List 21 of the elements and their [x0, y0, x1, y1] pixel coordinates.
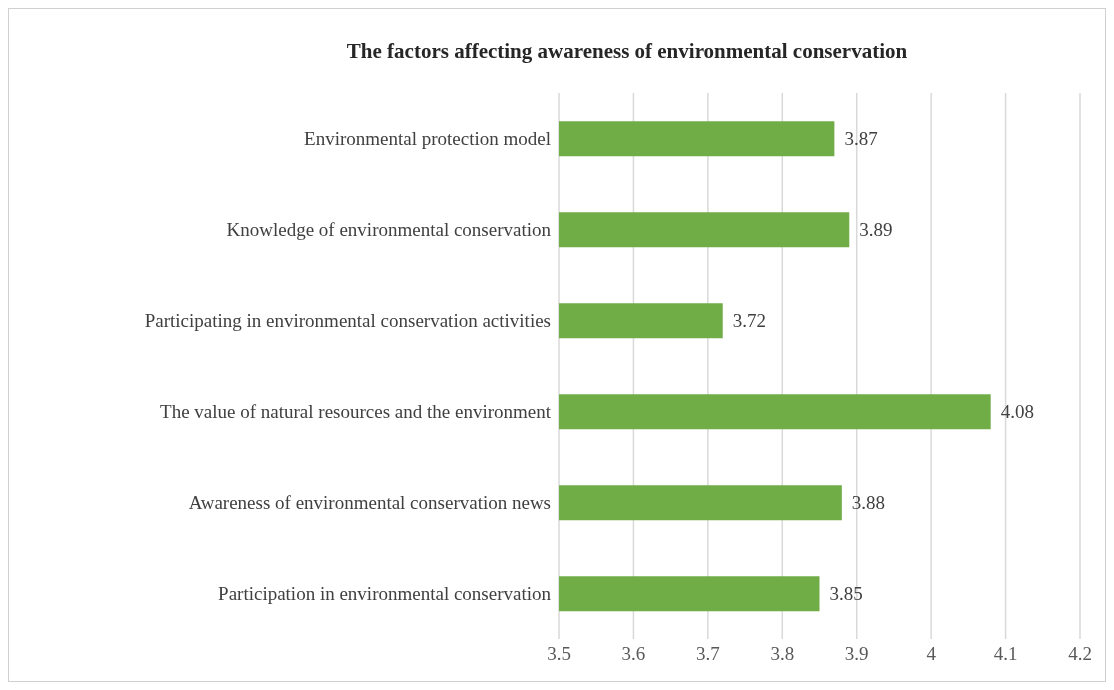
y-tick-label: Participation in environmental conservation — [218, 583, 552, 605]
x-tick-label: 3.7 — [695, 643, 720, 665]
y-tick-label: Knowledge of environmental conservation — [226, 219, 552, 241]
x-tick-label: 4 — [926, 643, 937, 665]
x-tick-label: 3.6 — [621, 643, 646, 665]
data-label: 3.85 — [829, 583, 863, 605]
y-tick-label: Participating in environmental conservation activities — [144, 310, 551, 332]
chart-title: The factors affecting awareness of environmental conservation — [345, 39, 909, 64]
data-label: 3.87 — [844, 128, 878, 150]
y-tick-label: Awareness of environmental conservation news — [188, 492, 551, 514]
y-tick-label: Environmental protection model — [304, 128, 551, 150]
x-tick-label: 3.8 — [770, 643, 795, 665]
x-tick-label: 4.2 — [1068, 643, 1092, 665]
data-label: 3.88 — [851, 492, 886, 514]
y-tick-label: The value of natural resources and the environment — [160, 401, 552, 423]
x-tick-label: 3.5 — [547, 643, 571, 665]
x-tick-label: 4.1 — [993, 643, 1018, 665]
data-label: 3.89 — [859, 219, 893, 241]
data-label: 4.08 — [1000, 401, 1034, 423]
data-label: 3.72 — [732, 310, 766, 332]
x-tick-label: 3.9 — [844, 643, 869, 665]
